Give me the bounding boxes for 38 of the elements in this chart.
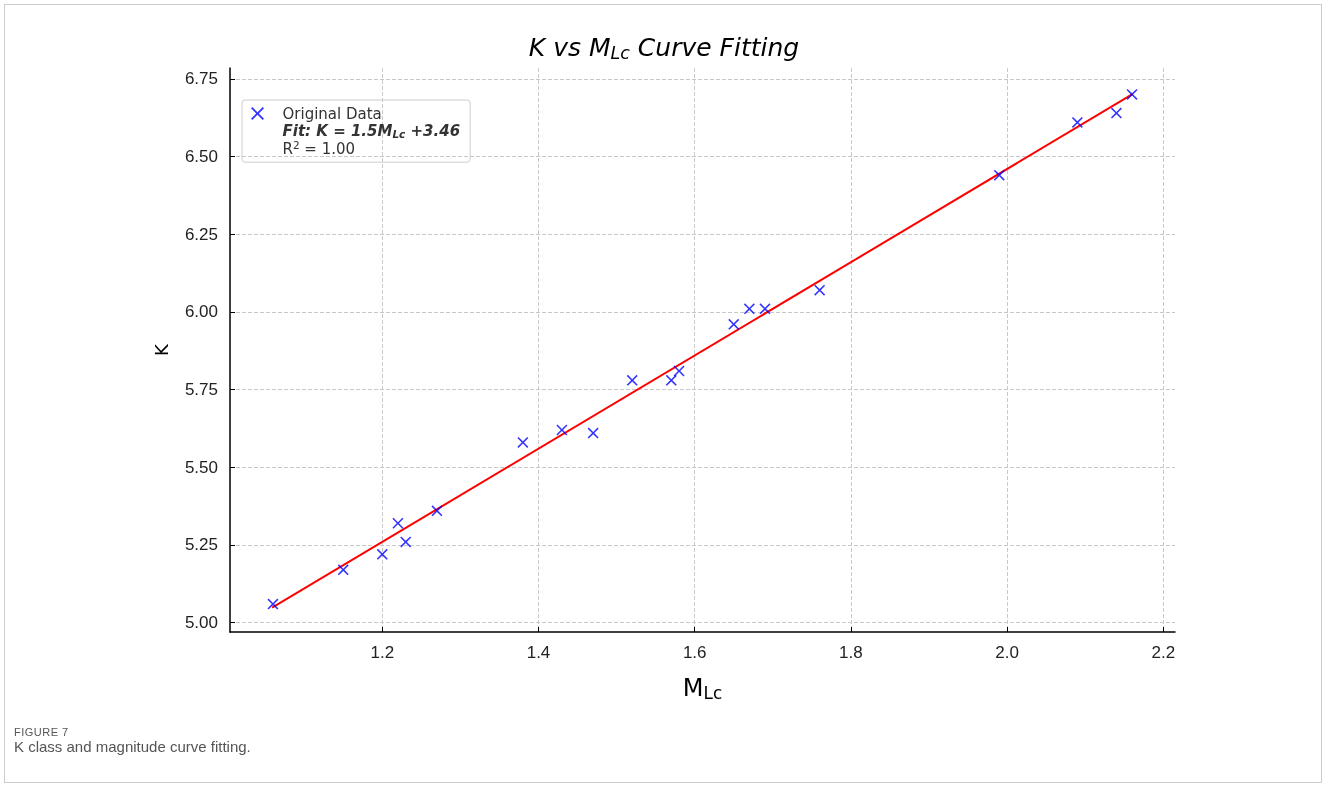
text: K class and magnitude curve fitting.: [14, 738, 251, 755]
point: [400, 536, 412, 548]
y-tick-label: 6.50: [184, 147, 218, 167]
point: [743, 303, 755, 315]
legend-label: Original Data: [282, 104, 382, 123]
point: [431, 505, 443, 517]
x-tick-label: 1.4: [526, 643, 551, 662]
point: [556, 424, 568, 436]
point: [814, 284, 826, 296]
point: [587, 427, 599, 439]
point: [626, 374, 638, 386]
caption: FIGURE 7: [14, 726, 70, 738]
x-tick-label: 2.0: [995, 643, 1019, 662]
point: [517, 436, 529, 448]
point: [267, 598, 279, 610]
point: [376, 548, 388, 560]
point: [1071, 116, 1083, 128]
y-tick-label: 5.75: [184, 380, 218, 400]
point: [1110, 107, 1122, 119]
x-tick-label: 1.2: [370, 643, 395, 662]
point: [673, 365, 685, 377]
y-axis-title: K: [150, 342, 172, 356]
y-tick-label: 6.00: [184, 302, 218, 322]
point: [759, 303, 771, 315]
y-tick-label: 5.00: [184, 613, 218, 633]
point: [1126, 88, 1138, 100]
point: [993, 169, 1005, 181]
point: [728, 318, 740, 330]
x-tick-label: 1.6: [682, 643, 707, 662]
point: [392, 517, 404, 529]
y-tick-label: 5.25: [184, 535, 218, 555]
y-tick-label: 6.25: [184, 224, 218, 244]
x-tick-label: 2.2: [1151, 643, 1176, 662]
y-tick-label: 5.50: [184, 457, 218, 477]
y-tick-label: 6.75: [184, 69, 218, 89]
point: [665, 374, 677, 386]
x-tick-label: 1.8: [839, 643, 863, 662]
point: [337, 564, 349, 576]
